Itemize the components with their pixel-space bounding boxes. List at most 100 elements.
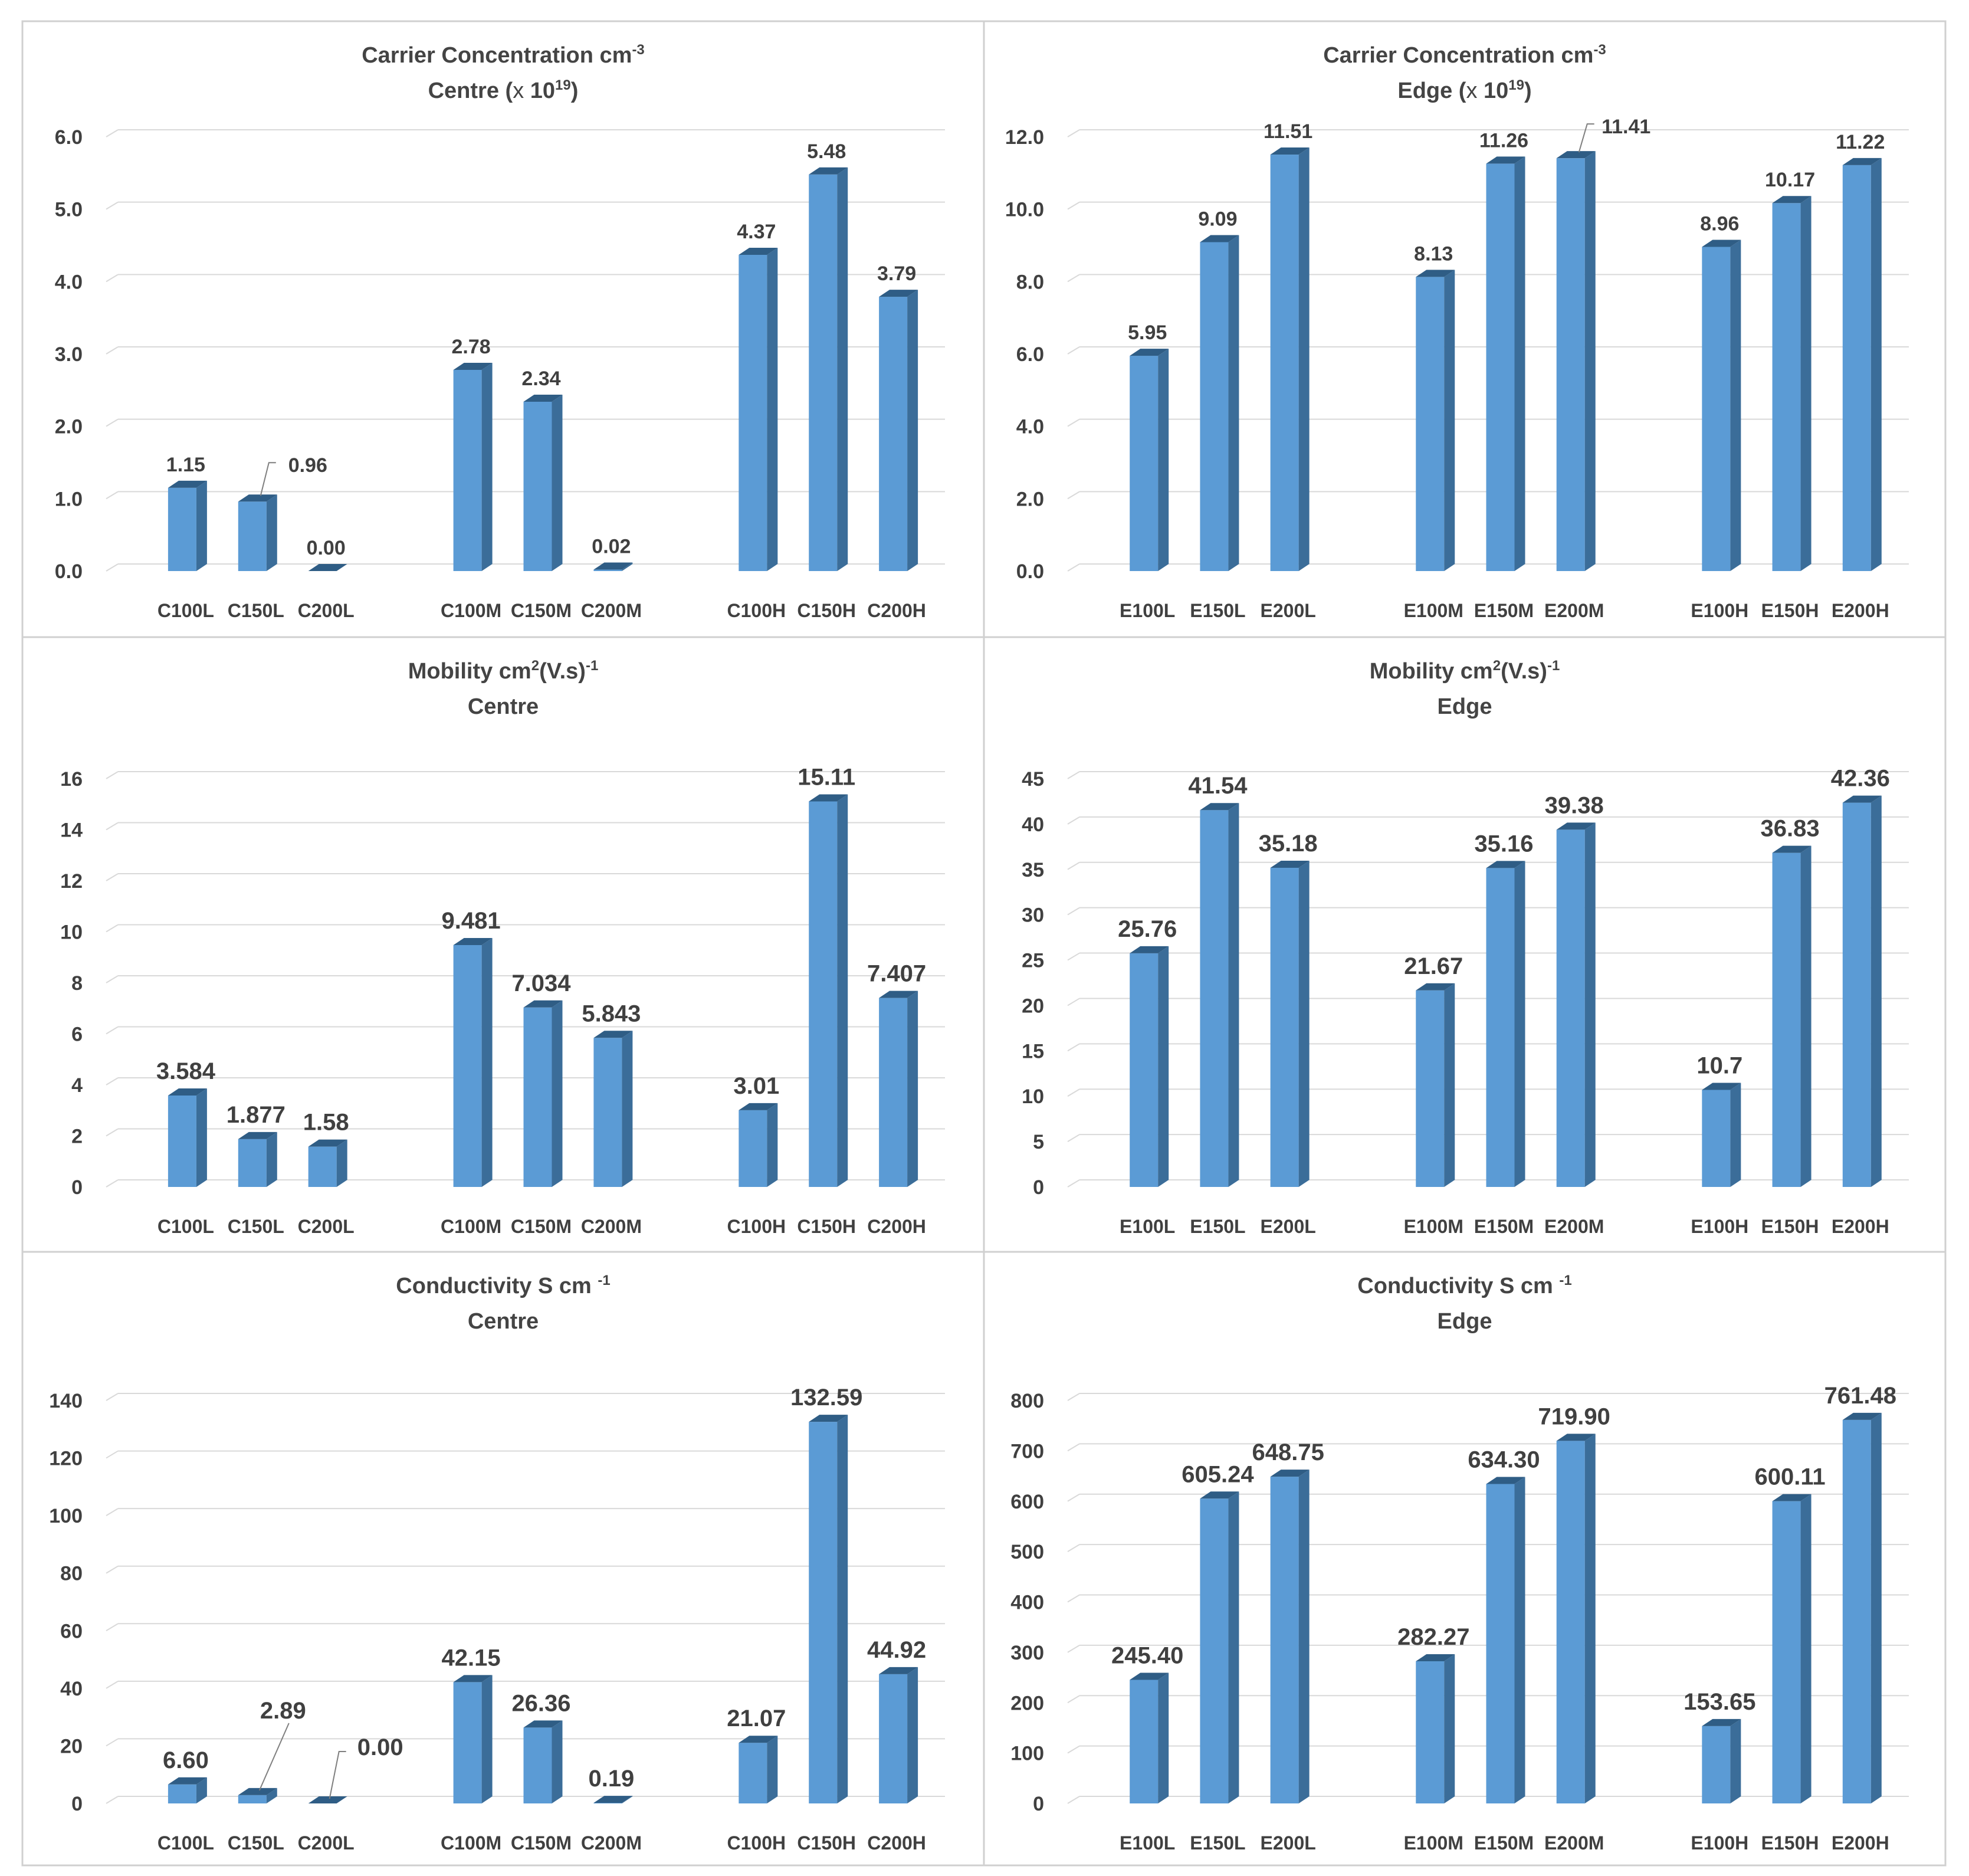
bar-E150M	[1486, 861, 1525, 1187]
bar-top	[1486, 1477, 1525, 1484]
bar-front	[879, 1674, 908, 1803]
data-label: 1.877	[227, 1102, 285, 1128]
x-tick-label: C150M	[511, 1832, 572, 1854]
x-tick-label: E200H	[1832, 1216, 1889, 1237]
x-tick-label: C100L	[157, 1832, 214, 1854]
x-tick-label: E150L	[1190, 1832, 1245, 1854]
bar-C100L	[168, 1777, 207, 1803]
bar-side	[767, 1736, 778, 1803]
data-label: 44.92	[867, 1637, 926, 1663]
bar-top	[1270, 861, 1310, 868]
chart-panel-border	[983, 1251, 1947, 1867]
x-tick-label: C150M	[511, 600, 572, 621]
x-tick-label: C150H	[797, 1216, 856, 1237]
bar-C200L	[308, 1796, 347, 1803]
grid-stub	[106, 129, 119, 137]
x-tick-label: C200H	[867, 1216, 926, 1237]
bar-E200L	[1270, 861, 1310, 1187]
bar-front	[1842, 165, 1871, 572]
bar-side	[767, 247, 778, 571]
x-tick-label: E100M	[1404, 1832, 1463, 1854]
bar-front	[1270, 868, 1299, 1187]
data-label: 245.40	[1111, 1642, 1183, 1668]
y-tick-label: 200	[1010, 1692, 1044, 1714]
bar-front	[593, 1038, 622, 1187]
bar-C150H	[809, 794, 848, 1187]
y-tick-label: 1.0	[55, 488, 83, 510]
data-label: 35.16	[1474, 831, 1533, 857]
data-label: 719.90	[1538, 1403, 1610, 1429]
bar-top	[1200, 803, 1239, 811]
x-tick-label: C100H	[727, 1832, 786, 1854]
x-tick-label: E150M	[1474, 1216, 1534, 1237]
bar-top	[1130, 1672, 1169, 1680]
data-label: 3.584	[156, 1058, 216, 1084]
bar-C100H	[739, 1103, 778, 1187]
y-tick-label: 6	[71, 1024, 83, 1046]
y-tick-label: 0.0	[55, 560, 83, 583]
bar-front	[168, 1095, 196, 1187]
y-tick-label: 10.0	[1005, 199, 1044, 221]
bar-C200L	[308, 1139, 347, 1187]
bar-C200M	[593, 562, 633, 571]
grid-stub	[106, 1565, 119, 1574]
data-label-leader	[329, 1751, 346, 1799]
grid-stub	[1067, 907, 1080, 916]
data-label: 15.11	[798, 764, 855, 790]
chart-subtitle: Edge (x 1019)	[1397, 77, 1531, 103]
bar-top	[593, 562, 633, 570]
data-label: 21.67	[1404, 953, 1463, 979]
bar-front	[809, 801, 838, 1187]
bar-front	[1702, 1726, 1731, 1803]
data-label: 1.15	[166, 454, 205, 476]
bar-side	[1730, 240, 1741, 571]
bar-top	[523, 1000, 563, 1008]
bar-top	[523, 394, 563, 402]
bar-top	[1486, 861, 1525, 868]
x-tick-label: E200L	[1261, 1832, 1316, 1854]
bar-side	[1800, 845, 1812, 1187]
bar-E100L	[1130, 349, 1169, 571]
bar-E150H	[1772, 845, 1812, 1187]
x-tick-label: C100L	[157, 1216, 214, 1237]
grid-stub	[1067, 129, 1080, 137]
y-tick-label: 30	[1022, 904, 1044, 927]
bar-C200L	[308, 564, 347, 571]
grid-stub	[106, 1450, 119, 1459]
y-tick-label: 600	[1010, 1491, 1044, 1513]
bar-C150M	[523, 1720, 563, 1803]
data-label: 11.51	[1264, 120, 1312, 143]
data-label: 8.96	[1700, 212, 1739, 235]
chart-subtitle: Centre	[468, 694, 539, 719]
bar-side	[1870, 158, 1882, 572]
x-tick-label: E150M	[1474, 600, 1534, 621]
bar-top	[879, 290, 918, 297]
bar-side	[1800, 1494, 1812, 1803]
bar-C200H	[879, 290, 918, 571]
bar-side	[1158, 946, 1169, 1187]
bar-top	[1772, 1494, 1812, 1501]
bar-front	[1416, 277, 1445, 571]
bar-top	[238, 1131, 277, 1139]
bar-top	[1556, 822, 1596, 830]
bar-E150M	[1486, 1477, 1525, 1803]
grid-stub	[1067, 491, 1080, 500]
data-label: 7.034	[511, 970, 571, 996]
x-tick-label: E200M	[1544, 1832, 1604, 1854]
grid-stub	[1067, 1443, 1080, 1452]
y-tick-label: 6.0	[1016, 343, 1044, 366]
bar-top	[453, 937, 493, 945]
bar-front	[1702, 247, 1731, 571]
bar-E200H	[1842, 1412, 1882, 1803]
bar-side	[1584, 822, 1596, 1187]
bar-side	[1514, 156, 1525, 571]
y-tick-label: 45	[1022, 768, 1044, 791]
x-tick-label: E150M	[1474, 1832, 1534, 1854]
x-tick-label: E200H	[1832, 1832, 1889, 1854]
bar-side	[1800, 196, 1812, 571]
chart-subtitle: Centre	[468, 1309, 539, 1334]
bar-front	[168, 1784, 196, 1803]
bar-top	[1130, 349, 1169, 356]
bar-E100L	[1130, 1672, 1169, 1803]
